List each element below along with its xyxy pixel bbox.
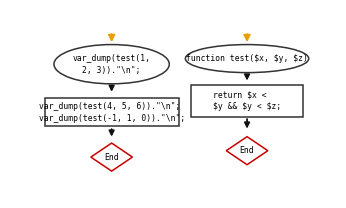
Text: function test($x, $y, $z): function test($x, $y, $z) bbox=[186, 54, 308, 63]
Text: End: End bbox=[104, 153, 119, 162]
Text: return $x <
$y && $y < $z;: return $x < $y && $y < $z; bbox=[213, 91, 281, 111]
Bar bbox=[191, 85, 303, 117]
Bar bbox=[45, 98, 179, 126]
Polygon shape bbox=[226, 137, 268, 165]
Text: var_dump(test(4, 5, 6))."\n";
var_dump(test(-1, 1, 0))."\n";: var_dump(test(4, 5, 6))."\n"; var_dump(t… bbox=[38, 102, 185, 123]
Text: End: End bbox=[240, 146, 254, 155]
Ellipse shape bbox=[54, 45, 169, 84]
Ellipse shape bbox=[185, 45, 309, 73]
Text: var_dump(test(1,
2, 3))."\n";: var_dump(test(1, 2, 3))."\n"; bbox=[73, 54, 151, 75]
Polygon shape bbox=[91, 143, 133, 171]
